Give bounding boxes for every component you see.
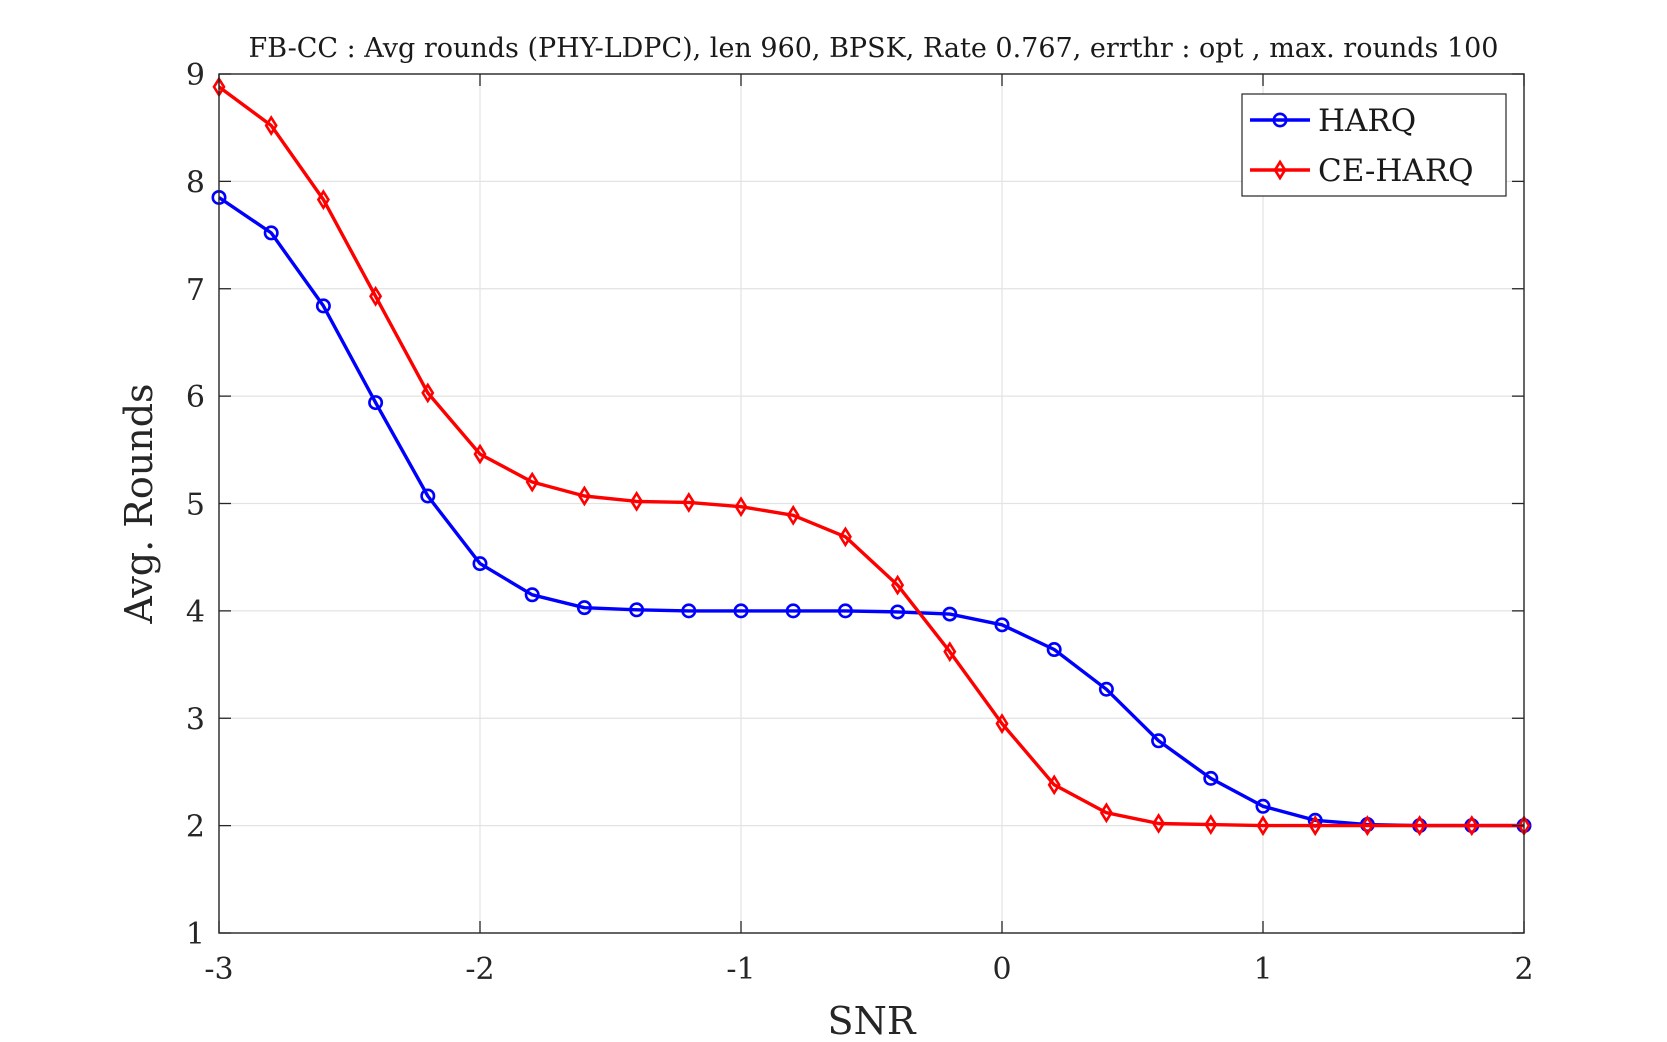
legend-entry-ce-harq: CE-HARQ	[1250, 153, 1474, 189]
y-tick-label: 9	[186, 58, 205, 93]
data-point	[1465, 815, 1479, 837]
legend: HARQ CE-HARQ	[1241, 93, 1507, 197]
data-point	[369, 285, 383, 307]
data-point	[420, 488, 436, 504]
x-tick-label: 1	[1253, 952, 1272, 987]
x-tick-label: -1	[726, 952, 755, 987]
legend-label: CE-HARQ	[1318, 153, 1474, 189]
data-point	[263, 225, 279, 241]
series-line-ce-harq	[217, 85, 1524, 828]
data-point	[943, 641, 957, 663]
y-tick-label: 6	[186, 380, 205, 415]
data-point	[838, 526, 852, 548]
series-line-harq	[218, 196, 1524, 828]
data-point	[734, 496, 748, 518]
data-point	[1203, 770, 1219, 786]
data-point	[421, 382, 435, 404]
data-point	[630, 490, 644, 512]
x-tick-label: 0	[992, 952, 1011, 987]
ticks	[218, 73, 1525, 934]
y-tick-label: 1	[186, 917, 205, 952]
data-point	[786, 504, 800, 526]
y-tick-label: 7	[186, 273, 205, 308]
data-point	[1204, 814, 1218, 836]
data-point	[1152, 813, 1166, 834]
series-ce-harq	[212, 76, 1531, 837]
legend-box	[1241, 93, 1507, 197]
data-point	[472, 556, 488, 572]
x-tick-label: -2	[465, 952, 494, 987]
legend-marker	[1272, 112, 1288, 128]
data-point	[524, 587, 540, 603]
data-point	[525, 471, 539, 493]
data-point	[629, 602, 645, 618]
chart-title: FB-CC : Avg rounds (PHY-LDPC), len 960, …	[249, 33, 1499, 64]
x-tick-label: 2	[1514, 952, 1533, 987]
legend-entry-harq: HARQ	[1250, 103, 1416, 139]
data-point	[891, 574, 905, 596]
data-point	[837, 603, 853, 619]
data-point	[995, 713, 1009, 735]
data-point	[577, 485, 591, 507]
data-point	[942, 606, 958, 622]
data-point	[1256, 815, 1270, 837]
y-tick-label: 8	[186, 165, 205, 200]
data-point	[264, 115, 278, 136]
data-point	[733, 603, 749, 619]
data-point	[994, 617, 1010, 633]
legend-marker	[1273, 159, 1287, 181]
data-point	[473, 443, 487, 465]
data-point	[315, 298, 331, 314]
data-point	[368, 395, 384, 411]
data-point	[1098, 681, 1114, 697]
legend-label: HARQ	[1318, 103, 1416, 139]
data-point	[316, 189, 330, 211]
data-point	[1151, 733, 1167, 749]
tick-labels: -3 -2 -1 0 1 2 1 2 3 4 5 6 7 8 9	[186, 58, 1534, 987]
data-point	[1360, 815, 1374, 837]
data-point	[682, 491, 696, 513]
data-point	[1099, 802, 1113, 824]
y-tick-label: 2	[186, 810, 205, 845]
data-point	[681, 603, 697, 619]
data-point	[1255, 798, 1271, 814]
data-point	[785, 603, 801, 619]
x-tick-label: -3	[204, 952, 233, 987]
y-tick-label: 3	[186, 702, 205, 737]
data-point	[1308, 815, 1322, 837]
data-point	[1047, 774, 1061, 796]
data-point	[1046, 642, 1062, 658]
y-axis-label: Avg. Rounds	[117, 383, 161, 624]
data-point	[576, 600, 592, 616]
data-point	[890, 604, 906, 620]
legend-entries: HARQ CE-HARQ	[1250, 103, 1474, 189]
data-point	[1413, 815, 1427, 837]
y-tick-label: 5	[186, 488, 205, 523]
x-axis-label: SNR	[828, 999, 917, 1042]
y-tick-label: 4	[186, 595, 205, 630]
